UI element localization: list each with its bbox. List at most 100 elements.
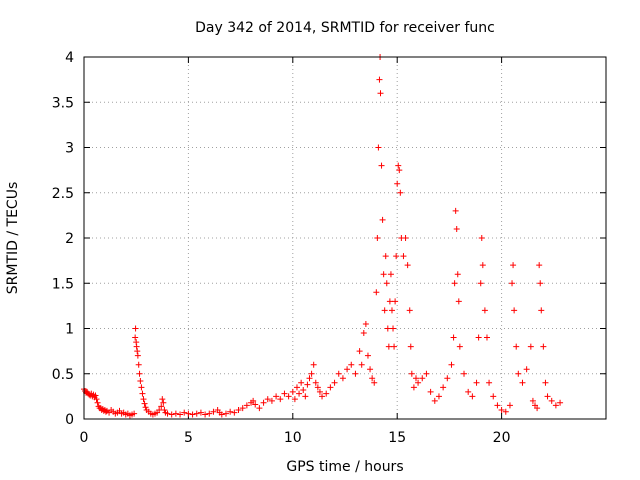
x-tick-label: 0 [80,430,89,446]
data-point [362,320,369,327]
data-point [544,393,551,400]
data-point [304,381,311,388]
data-point [486,379,493,386]
data-point [285,393,292,400]
x-tick-label: 20 [493,430,511,446]
data-point [161,406,168,413]
data-point [557,399,564,406]
data-point [427,388,434,395]
data-point [387,271,394,278]
data-point [289,388,296,395]
y-tick-label: 3.5 [52,95,74,111]
data-point [477,280,484,287]
data-point [400,253,407,260]
data-point [548,397,555,404]
data-point [264,396,271,403]
data-point [206,410,213,417]
data-point [519,379,526,386]
data-point [444,375,451,382]
data-point [390,325,397,332]
data-point [453,225,460,232]
data-point [374,235,381,241]
data-point [469,393,476,400]
data-point [381,307,388,314]
data-point [382,253,389,260]
data-point [536,262,543,269]
data-point [431,397,438,404]
data-point [408,370,415,377]
data-point [308,370,315,377]
data-point [131,410,138,417]
data-point [323,390,330,397]
y-tick-label: 4 [65,50,74,66]
data-point [380,271,387,278]
data-point [379,216,386,223]
data-point [435,393,442,400]
data-point [314,384,321,391]
data-point [412,375,419,382]
data-points [81,54,564,419]
data-point [133,343,140,350]
data-point [306,375,313,382]
data-point [218,411,225,418]
data-point [369,375,376,382]
data-point [451,280,458,287]
data-point [506,402,513,409]
data-point [406,307,413,314]
data-point [383,280,390,287]
data-point [158,403,165,410]
data-point [510,262,517,269]
data-point [376,76,383,83]
data-point [397,189,404,196]
data-point [302,393,309,400]
data-point [410,384,417,391]
data-point [134,352,141,359]
chart-title: Day 342 of 2014, SRMTID for receiver fun… [195,20,495,36]
data-point [291,396,298,403]
y-tick-label: 2 [65,231,74,247]
data-point [404,262,411,269]
data-point [394,180,401,187]
data-point [316,388,323,395]
data-point [538,307,545,314]
data-point [327,384,334,391]
data-point [168,411,175,418]
data-point [529,397,536,404]
data-point [360,330,367,337]
data-point [473,379,480,386]
data-point [132,325,139,332]
x-tick-label: 15 [388,430,406,446]
data-point [281,390,288,397]
data-point [465,388,472,395]
data-point [352,370,359,377]
data-point [348,361,355,368]
data-point [395,162,402,169]
data-point [455,298,462,305]
data-point [373,289,380,296]
y-tick-label: 2.5 [52,186,74,202]
data-point [534,405,541,412]
data-point [136,370,143,377]
data-point [391,343,398,350]
data-point [386,298,393,305]
data-point [92,392,99,399]
data-point [256,405,263,412]
data-point [494,402,501,409]
data-point [164,410,171,417]
data-point [498,406,505,413]
x-tick-label: 5 [184,430,193,446]
data-point [483,334,490,341]
data-point [331,379,338,386]
x-tick-label: 10 [284,430,302,446]
plot-frame [83,56,607,420]
data-point [393,253,400,260]
data-point [160,399,167,406]
data-point [202,411,209,418]
data-point [300,387,307,394]
data-point [450,334,457,341]
data-point [193,410,200,417]
data-point [440,384,447,391]
data-point [396,167,403,174]
data-point [273,393,280,400]
data-point [312,379,319,386]
